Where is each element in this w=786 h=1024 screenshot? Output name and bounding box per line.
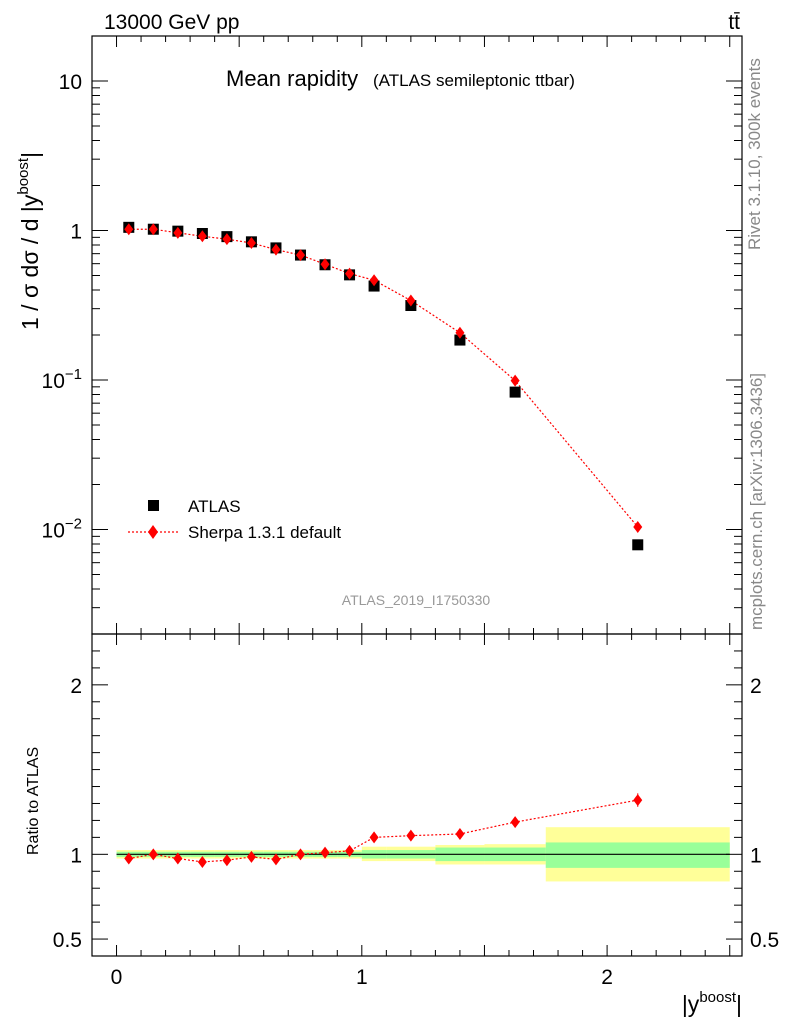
ratio-y-tick-label-right: 0.5 <box>750 929 779 952</box>
ratio-y-axis-title: Ratio to ATLAS <box>25 747 42 855</box>
data-marks <box>123 221 644 868</box>
rivet-side-label: Rivet 3.1.10, 300k events <box>745 58 764 250</box>
plot-title: Mean rapidity <box>226 66 358 91</box>
ratio-sherpa-point <box>124 852 134 865</box>
energy-label: 13000 GeV pp <box>104 11 239 34</box>
sherpa-point <box>455 326 465 339</box>
atlas-point <box>509 386 521 398</box>
ratio-sherpa-point <box>345 844 355 857</box>
sherpa-point <box>633 520 643 533</box>
legend-atlas-label: ATLAS <box>188 497 241 516</box>
x-tick-label: 2 <box>601 966 613 989</box>
mcplots-side-label: mcplots.cern.ch [arXiv:1306.3436] <box>747 373 766 630</box>
ratio-sherpa-point <box>197 855 207 868</box>
ratio-sherpa-point <box>369 831 379 844</box>
ratio-y-tick-label: 1 <box>70 844 82 867</box>
ratio-sherpa-point <box>246 850 256 863</box>
sherpa-point <box>345 267 355 280</box>
sherpa-point <box>295 249 305 262</box>
axes-ticks: 0 1 2 10 1 10−1 10−2 0.5 0.5 1 1 2 2 1 / σ dσ / d |yb… <box>15 35 779 1017</box>
sherpa-point <box>510 374 520 387</box>
y-axis-title: 1 / σ dσ / d |yboost| <box>15 152 43 330</box>
ratio-sherpa-point <box>320 846 330 859</box>
ratio-sherpa-point <box>406 829 416 842</box>
y-tick-label: 1 <box>70 221 82 244</box>
x-tick-label: 0 <box>111 966 123 989</box>
sherpa-point <box>197 230 207 243</box>
plot-subtitle: (ATLAS semileptonic ttbar) <box>373 71 575 90</box>
sherpa-point <box>246 236 256 249</box>
ratio-y-tick-label-right: 1 <box>750 844 762 867</box>
atlas-point <box>454 334 466 346</box>
sherpa-point <box>124 223 134 236</box>
ratio-y-tick-label: 2 <box>70 675 82 698</box>
ratio-sherpa-point <box>633 794 643 807</box>
sherpa-point <box>222 233 232 246</box>
ratio-sherpa-point <box>295 848 305 861</box>
analysis-id-label: ATLAS_2019_I1750330 <box>342 592 491 608</box>
y-tick-label: 10 <box>59 71 82 94</box>
ratio-sherpa-point <box>148 848 158 861</box>
sherpa-point <box>320 258 330 271</box>
ratio-y-tick-label-right: 2 <box>750 675 762 698</box>
ratio-sherpa-point <box>173 852 183 865</box>
y-tick-label: 10−2 <box>42 516 82 543</box>
y-tick-label: 10−1 <box>42 366 82 393</box>
sherpa-point <box>173 226 183 239</box>
process-label: tt̄ <box>728 11 740 34</box>
ratio-y-tick-label: 0.5 <box>53 929 82 952</box>
legend-sherpa-label: Sherpa 1.3.1 default <box>188 523 341 542</box>
ratio-panel-frame <box>91 633 743 957</box>
sherpa-point <box>148 223 158 236</box>
sherpa-point <box>406 294 416 307</box>
legend-sherpa-marker <box>148 525 158 539</box>
sherpa-point <box>271 243 281 256</box>
ratio-sherpa-point <box>271 853 281 866</box>
x-tick-label: 1 <box>356 966 368 989</box>
ratio-sherpa-point <box>222 854 232 867</box>
legend-atlas-marker <box>148 500 159 511</box>
atlas-point <box>632 539 644 551</box>
ratio-sherpa-point <box>455 827 465 840</box>
ratio-uncertainty-bands <box>116 827 730 882</box>
main-panel-frame <box>91 35 743 635</box>
x-axis-title: |yboost| <box>682 989 742 1017</box>
ratio-sherpa-point <box>510 816 520 829</box>
ratio-band-stat <box>545 842 730 868</box>
sherpa-line <box>128 228 639 528</box>
sherpa-point <box>369 274 379 287</box>
